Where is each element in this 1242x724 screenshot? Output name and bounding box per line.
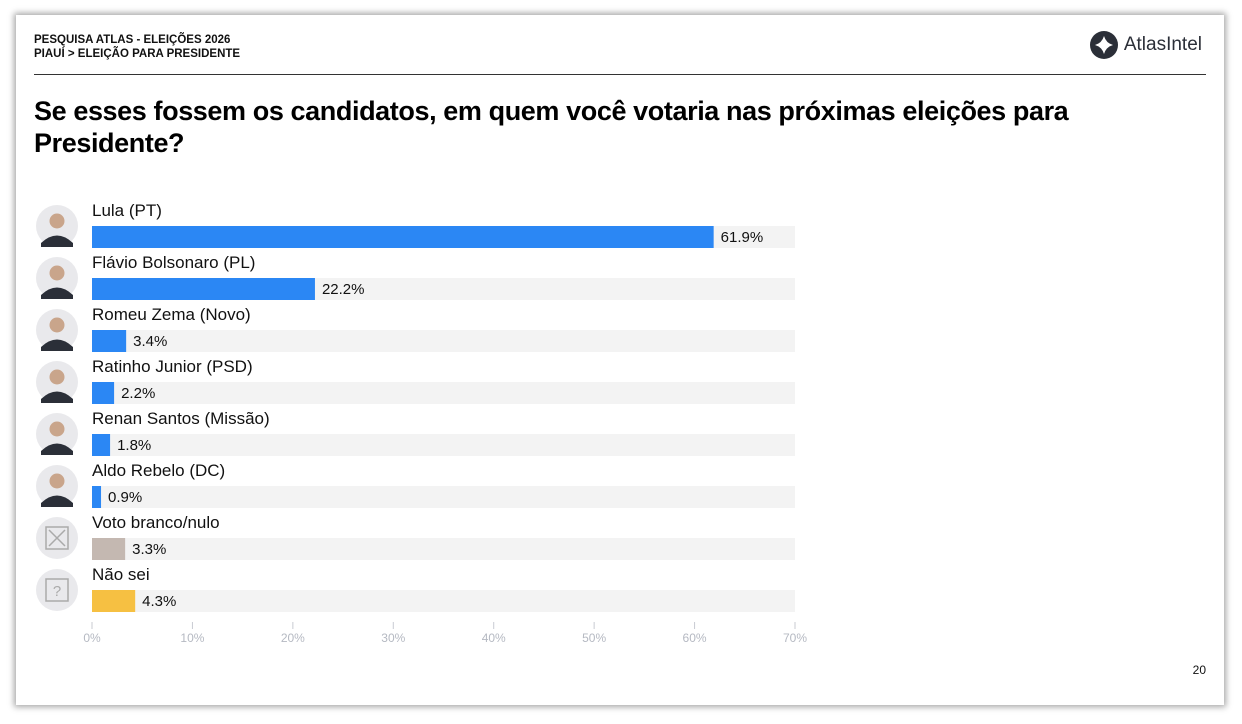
box-icon	[45, 526, 69, 550]
x-tick-label: 0%	[83, 631, 101, 645]
bar-row: Flávio Bolsonaro (PL) 22.2%	[36, 253, 795, 300]
chart-title: Se esses fossem os candidatos, em quem v…	[34, 96, 1069, 158]
x-tick-label: 70%	[783, 631, 807, 645]
bar-row: Aldo Rebelo (DC) 0.9%	[36, 461, 795, 508]
bar-row: ? Não sei 4.3%	[36, 565, 795, 612]
bar-track	[92, 590, 795, 612]
x-tick-label: 30%	[381, 631, 405, 645]
data-label: 61.9%	[721, 229, 764, 246]
category-label: Aldo Rebelo (DC)	[92, 461, 225, 480]
bar	[92, 590, 136, 612]
category-label: Voto branco/nulo	[92, 513, 220, 532]
atlasintel-logo: AtlasIntel	[1089, 31, 1202, 59]
category-label: Renan Santos (Missão)	[92, 409, 270, 428]
data-label: 4.3%	[142, 593, 176, 610]
bar	[92, 226, 714, 248]
category-label: Flávio Bolsonaro (PL)	[92, 253, 255, 272]
face-icon	[49, 317, 65, 333]
bar	[92, 330, 127, 352]
question-icon: ?	[53, 583, 61, 600]
bar-track	[92, 382, 795, 404]
x-tick-label: 20%	[281, 631, 305, 645]
bar-row: Ratinho Junior (PSD) 2.2%	[36, 357, 795, 404]
suit-icon	[41, 287, 73, 299]
face-icon	[49, 369, 65, 385]
data-label: 3.4%	[133, 333, 167, 350]
category-label: Romeu Zema (Novo)	[92, 305, 251, 324]
category-label: Não sei	[92, 565, 150, 584]
category-label: Lula (PT)	[92, 201, 162, 220]
suit-icon	[41, 391, 73, 403]
face-icon	[49, 421, 65, 437]
face-icon	[49, 473, 65, 489]
breadcrumb: PIAUÍ > ELEIÇÃO PARA PRESIDENTE	[34, 48, 241, 60]
suit-icon	[41, 495, 73, 507]
box-icon	[45, 578, 69, 602]
x-tick-label: 50%	[582, 631, 606, 645]
x-icon	[48, 529, 66, 547]
header: PESQUISA ATLAS - ELEIÇÕES 2026 PIAUÍ > E…	[34, 33, 240, 61]
page-number: 20	[1192, 663, 1206, 677]
logo-icon	[1089, 31, 1118, 59]
data-label: 2.2%	[121, 385, 155, 402]
bar-track	[92, 330, 795, 352]
bar-row: Lula (PT) 61.9%	[36, 201, 795, 248]
bar	[92, 278, 315, 300]
suit-icon	[41, 235, 73, 247]
bar-row: Voto branco/nulo 3.3%	[36, 513, 795, 560]
data-label: 0.9%	[108, 489, 142, 506]
suit-icon	[41, 443, 73, 455]
face-icon	[49, 213, 65, 229]
survey-name: PESQUISA ATLAS - ELEIÇÕES 2026	[34, 34, 231, 46]
header-divider	[34, 74, 1206, 75]
x-tick-label: 10%	[180, 631, 204, 645]
data-label: 1.8%	[117, 437, 151, 454]
x-tick-label: 40%	[482, 631, 506, 645]
logo-text: AtlasIntel	[1123, 34, 1202, 55]
bar-row: Romeu Zema (Novo) 3.4%	[36, 305, 795, 352]
bar	[92, 434, 111, 456]
bar	[92, 486, 102, 508]
face-icon	[49, 265, 65, 281]
category-label: Ratinho Junior (PSD)	[92, 357, 253, 376]
bar-track	[92, 434, 795, 456]
bar-track	[92, 538, 795, 560]
bar	[92, 382, 115, 404]
bar	[92, 538, 126, 560]
bar-row: Renan Santos (Missão) 1.8%	[36, 409, 795, 456]
bar-track	[92, 486, 795, 508]
x-tick-label: 60%	[683, 631, 707, 645]
suit-icon	[41, 339, 73, 351]
data-label: 3.3%	[132, 541, 166, 558]
data-label: 22.2%	[322, 281, 365, 298]
